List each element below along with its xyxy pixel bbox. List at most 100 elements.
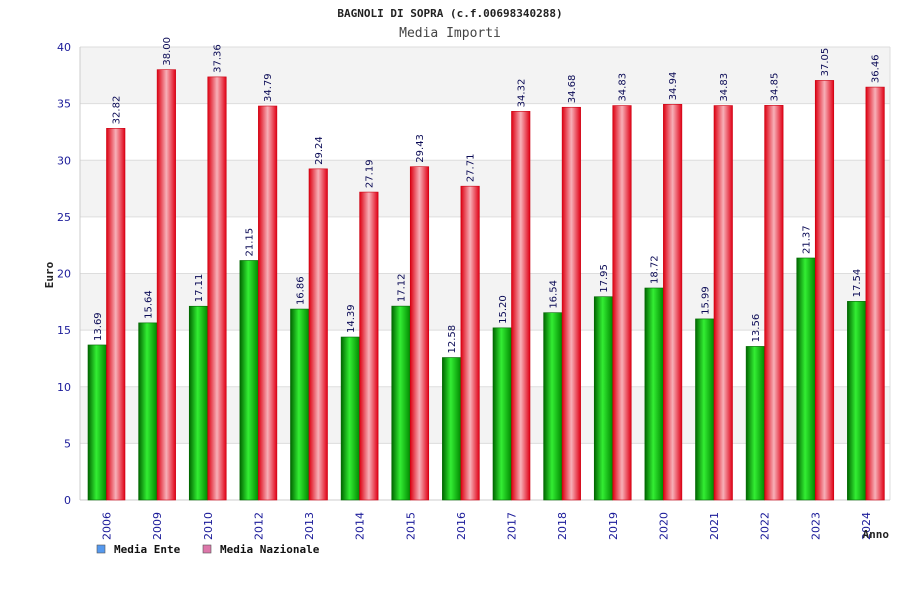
data-label: 29.43 [415,134,426,163]
data-label: 17.11 [194,274,205,303]
data-label: 34.83 [719,73,730,102]
bar-media-nazionale [207,76,227,501]
data-label: 15.64 [143,290,154,319]
bar-media-nazionale [663,104,683,501]
y-tick-label: 40 [57,41,71,54]
y-tick-label: 0 [64,494,71,507]
data-label: 34.94 [668,72,679,101]
bar-media-ente [492,327,512,501]
data-label: 17.12 [397,273,408,302]
bar-media-ente [340,336,360,501]
x-tick-label: 2006 [101,512,114,540]
chart-subtitle: Media Importi [399,26,501,41]
data-label: 34.83 [618,73,629,102]
data-label: 15.99 [700,286,711,315]
bar-media-ente [442,357,462,501]
data-label: 34.79 [263,73,274,102]
data-label: 27.19 [364,159,375,188]
y-tick-label: 5 [64,437,71,450]
x-tick-label: 2021 [708,512,721,540]
legend: Media Ente Media Nazionale [96,543,320,556]
data-label: 13.56 [751,314,762,343]
bar-media-nazionale [814,80,835,501]
bar-media-nazionale [359,191,379,501]
x-axis-label: Anno [863,528,890,541]
bar-media-ente [543,312,563,501]
bar-media-nazionale [409,166,430,501]
bar-media-ente [239,260,259,501]
y-tick-label: 20 [57,268,71,281]
bar-media-nazionale [561,106,581,501]
bar-media-nazionale [258,105,278,501]
x-tick-label: 2020 [657,512,670,540]
data-label: 18.72 [650,255,661,284]
bar-media-ente [745,346,765,501]
bar-media-ente [695,318,715,501]
bar-media-ente [644,287,664,501]
bar-media-nazionale [156,69,176,501]
data-label: 34.68 [567,75,578,104]
x-tick-label: 2024 [860,512,873,540]
y-tick-label: 30 [57,154,71,167]
bar-media-ente [290,308,310,501]
data-label: 12.58 [447,325,458,354]
data-label: 15.20 [498,295,509,324]
bar-media-ente [138,322,158,501]
legend-swatch [96,544,106,554]
data-label: 38.00 [162,37,173,66]
x-tick-label: 2017 [506,512,519,540]
data-label: 32.82 [111,96,122,125]
data-label: 37.36 [213,44,224,73]
chart-title: BAGNOLI DI SOPRA (c.f.00698340288) [337,7,562,20]
data-label: 34.32 [516,79,527,108]
x-tick-label: 2014 [354,512,367,540]
y-axis-label: Euro [43,261,56,288]
data-label: 34.85 [769,73,780,102]
y-tick-label: 25 [57,211,71,224]
data-label: 21.37 [802,225,813,254]
bar-media-nazionale [308,168,328,501]
bar-media-ente [847,301,867,501]
x-tick-label: 2023 [809,512,822,540]
bar-media-ente [188,305,209,501]
legend-swatch [202,544,212,554]
data-label: 37.05 [820,48,831,77]
bar-media-nazionale [713,105,733,501]
data-label: 27.71 [466,154,477,183]
x-tick-label: 2009 [151,512,164,540]
x-tick-label: 2022 [759,512,772,540]
bar-media-nazionale [460,185,480,501]
bar-media-ente [593,296,614,501]
x-tick-label: 2010 [202,512,215,540]
y-tick-label: 10 [57,381,71,394]
data-label: 13.69 [93,312,104,341]
legend-label: Media Ente [114,543,181,556]
x-axis-ticks: 2006 2009 2010 2012 2013 2014 2015 2016 2017 2018… [101,512,873,540]
bar-media-nazionale [511,111,531,501]
bar-media-nazionale [106,128,126,501]
x-tick-label: 2015 [404,512,417,540]
x-tick-label: 2012 [252,512,265,540]
x-tick-label: 2018 [556,512,569,540]
data-label: 16.54 [548,280,559,309]
y-tick-label: 35 [57,98,71,111]
data-label: 17.54 [852,269,863,298]
data-label: 21.15 [245,228,256,257]
x-tick-label: 2019 [607,512,620,540]
legend-label: Media Nazionale [220,543,320,556]
data-label: 36.46 [871,54,882,83]
data-label: 29.24 [314,136,325,165]
y-axis-ticks: 0 5 10 15 20 25 30 35 40 [57,41,71,507]
bar-media-ente [87,344,107,501]
y-tick-label: 15 [57,324,71,337]
bar-media-nazionale [865,86,885,501]
bar-media-ente [796,257,816,501]
bar-media-nazionale [612,105,632,501]
data-label: 16.86 [295,276,306,305]
x-tick-label: 2013 [303,512,316,540]
data-label: 17.95 [599,264,610,293]
bar-media-nazionale [764,105,784,501]
bar-media-ente [391,305,411,501]
bars: 13.69 32.82 15.64 38.00 17.11 37.36 21.15 34.79… [87,37,885,501]
